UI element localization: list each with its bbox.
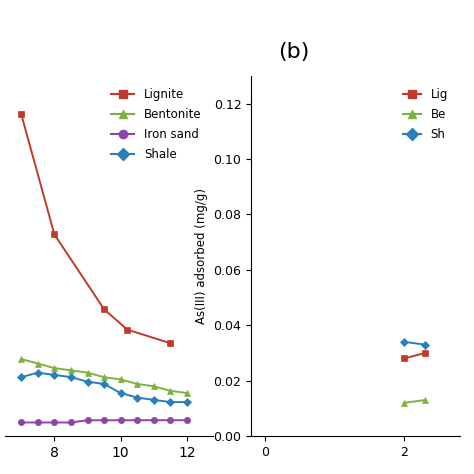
Text: (b): (b) <box>278 42 310 62</box>
Y-axis label: As(III) adsorbed (mg/g): As(III) adsorbed (mg/g) <box>195 188 208 324</box>
Legend: Lignite, Bentonite, Iron sand, Shale: Lignite, Bentonite, Iron sand, Shale <box>105 82 208 167</box>
Legend: Lig, Be, Sh: Lig, Be, Sh <box>398 82 454 147</box>
